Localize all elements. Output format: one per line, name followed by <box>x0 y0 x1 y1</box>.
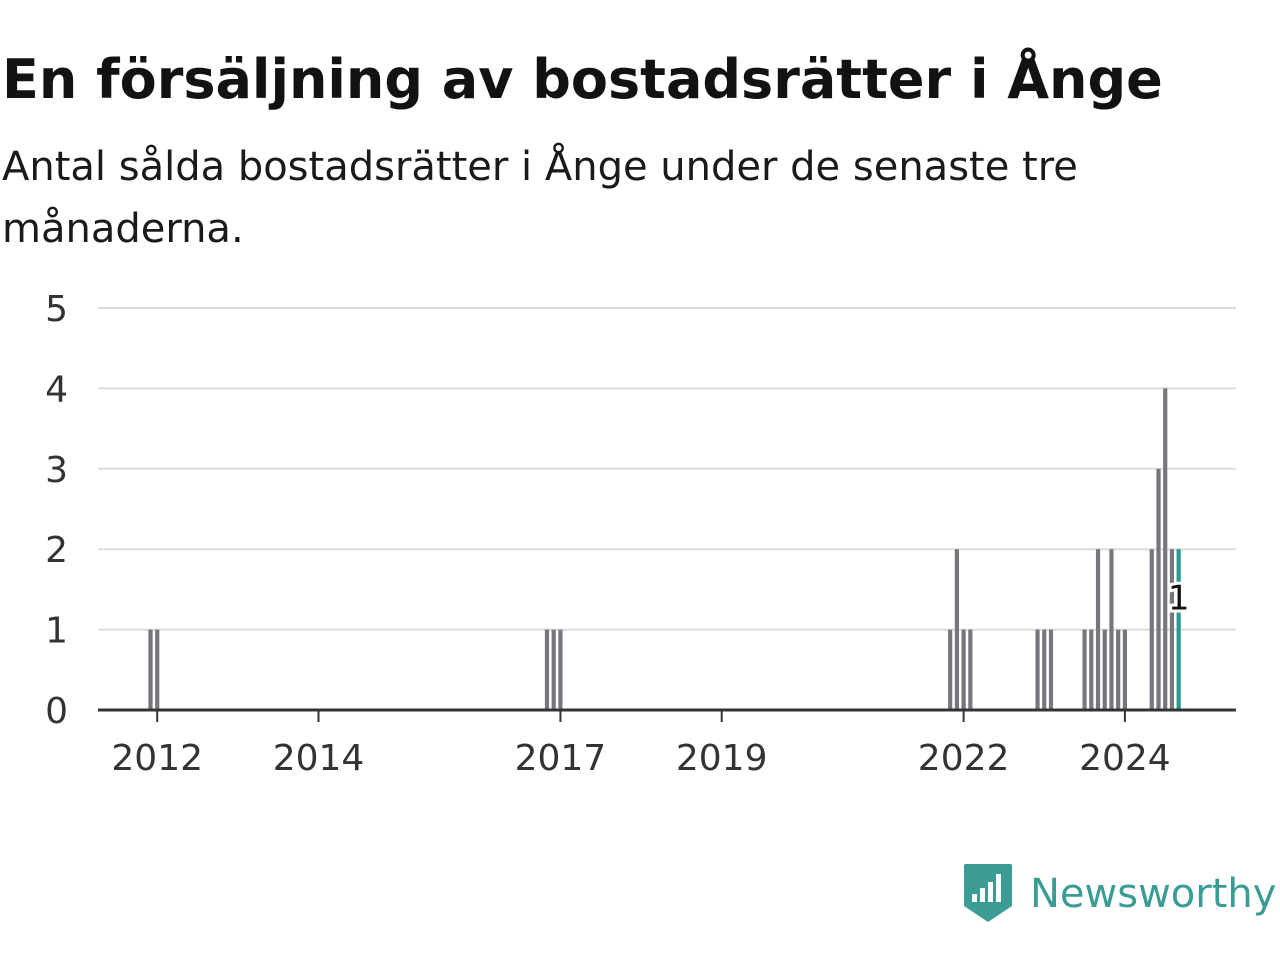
bar <box>1169 549 1175 710</box>
bar <box>155 629 160 710</box>
y-tick-label: 3 <box>45 450 68 491</box>
bar <box>544 629 550 710</box>
brand-name: Newsworthy <box>1030 871 1277 917</box>
x-tick-label: 2024 <box>1079 738 1171 779</box>
x-tick-label: 2012 <box>111 738 203 779</box>
bar <box>551 629 556 710</box>
y-tick-label: 1 <box>45 611 68 652</box>
bar <box>1102 629 1107 710</box>
newsworthy-logo-icon <box>964 864 1012 922</box>
bar <box>1116 629 1121 710</box>
x-tick-label: 2022 <box>918 738 1010 779</box>
bar <box>558 629 563 710</box>
bar <box>1156 468 1161 710</box>
highlight-bar <box>1176 549 1181 710</box>
bar <box>1035 629 1040 710</box>
chart-subtitle: Antal sålda bostadsrätter i Ånge under d… <box>2 144 1078 252</box>
bar <box>1122 629 1127 710</box>
bar <box>1048 629 1054 710</box>
bar <box>1149 549 1154 710</box>
bar <box>1109 549 1114 710</box>
bar <box>1095 549 1101 710</box>
bar <box>968 629 973 710</box>
bar <box>1089 629 1094 710</box>
bar <box>961 629 966 710</box>
bar-chart: 0 1 2 3 4 5 1 2012 2014 2017 2019 2022 2024 <box>45 289 1236 779</box>
bar <box>1163 388 1168 710</box>
bar <box>148 629 153 710</box>
bar <box>948 629 953 710</box>
y-tick-label: 2 <box>45 530 68 571</box>
data-label: 1 <box>1168 579 1190 619</box>
brand-logo: Newsworthy <box>962 862 1276 926</box>
bar <box>1042 629 1047 710</box>
bar <box>1082 629 1087 710</box>
y-tick-label: 4 <box>45 369 68 410</box>
chart-title: En försäljning av bostadsrätter i Ånge <box>2 48 1163 111</box>
x-tick-label: 2014 <box>273 738 365 779</box>
x-tick-label: 2017 <box>515 738 607 779</box>
bar <box>954 549 959 710</box>
y-tick-label: 5 <box>45 289 68 330</box>
y-tick-label: 0 <box>45 691 68 732</box>
x-tick-label: 2019 <box>676 738 768 779</box>
